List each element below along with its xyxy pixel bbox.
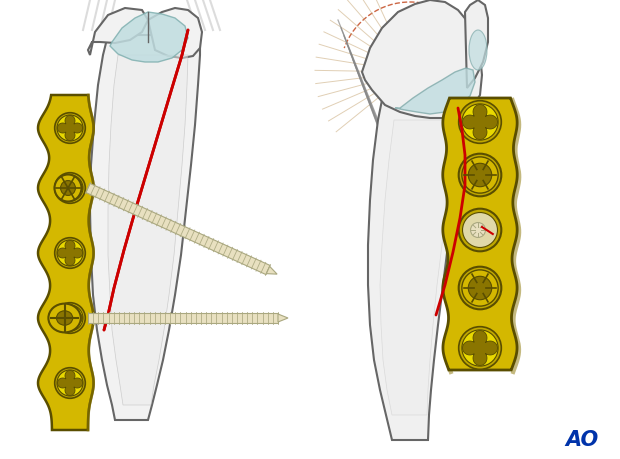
Circle shape — [55, 302, 86, 333]
Polygon shape — [362, 0, 482, 118]
Polygon shape — [58, 116, 82, 140]
Polygon shape — [58, 175, 82, 201]
Circle shape — [468, 163, 492, 187]
Polygon shape — [463, 330, 497, 365]
Polygon shape — [148, 8, 202, 58]
Polygon shape — [58, 370, 82, 396]
Polygon shape — [465, 0, 488, 88]
Text: AO: AO — [565, 430, 599, 450]
Polygon shape — [38, 95, 94, 430]
Circle shape — [462, 330, 498, 366]
Circle shape — [57, 115, 83, 141]
Circle shape — [55, 368, 86, 398]
Polygon shape — [267, 266, 277, 274]
Circle shape — [55, 113, 86, 143]
Ellipse shape — [56, 311, 73, 325]
Polygon shape — [88, 8, 148, 55]
Polygon shape — [86, 184, 270, 274]
Circle shape — [463, 213, 497, 247]
Circle shape — [459, 101, 502, 143]
Circle shape — [471, 223, 485, 237]
Polygon shape — [395, 68, 475, 114]
Circle shape — [462, 104, 498, 140]
Circle shape — [459, 327, 502, 369]
Circle shape — [459, 209, 502, 252]
Circle shape — [462, 157, 498, 193]
Polygon shape — [58, 241, 82, 266]
Polygon shape — [278, 314, 288, 322]
Polygon shape — [463, 105, 497, 140]
Circle shape — [57, 305, 83, 331]
Circle shape — [55, 173, 86, 203]
Circle shape — [55, 238, 86, 269]
Circle shape — [55, 174, 81, 202]
Polygon shape — [58, 305, 82, 330]
Ellipse shape — [469, 30, 487, 70]
Polygon shape — [90, 35, 200, 420]
Polygon shape — [368, 85, 465, 440]
Polygon shape — [443, 98, 517, 370]
Polygon shape — [88, 313, 278, 323]
Ellipse shape — [48, 303, 81, 332]
Circle shape — [459, 267, 502, 309]
Circle shape — [57, 370, 83, 396]
Polygon shape — [108, 55, 188, 405]
Circle shape — [57, 175, 83, 201]
Circle shape — [459, 154, 502, 196]
Circle shape — [462, 270, 498, 306]
Polygon shape — [110, 12, 188, 62]
Polygon shape — [380, 120, 455, 415]
Circle shape — [57, 240, 83, 266]
Circle shape — [61, 180, 76, 196]
Circle shape — [468, 276, 492, 300]
